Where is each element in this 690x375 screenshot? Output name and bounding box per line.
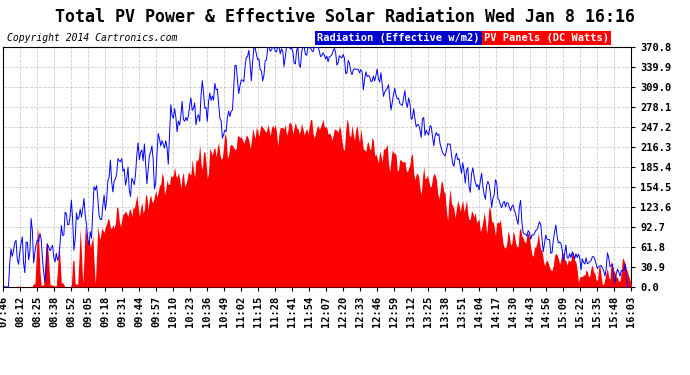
- Text: Copyright 2014 Cartronics.com: Copyright 2014 Cartronics.com: [7, 33, 177, 43]
- Text: Radiation (Effective w/m2): Radiation (Effective w/m2): [317, 33, 480, 43]
- Text: Total PV Power & Effective Solar Radiation Wed Jan 8 16:16: Total PV Power & Effective Solar Radiati…: [55, 8, 635, 26]
- Text: PV Panels (DC Watts): PV Panels (DC Watts): [484, 33, 609, 43]
